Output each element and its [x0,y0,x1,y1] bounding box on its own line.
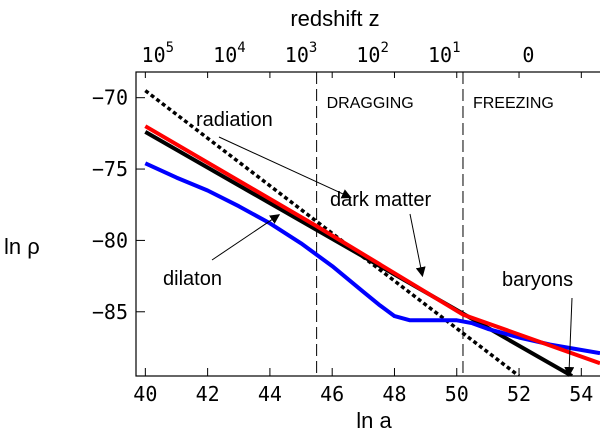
x-tick-label: 52 [507,382,531,406]
x-tick-label: 50 [445,382,469,406]
x-axis-title: ln a [356,408,392,433]
x-tick-label: 44 [258,382,282,406]
series-line-baryons [144,130,573,376]
annotation-arrow [564,297,575,377]
annotation-layer: radiation dark matter dilaton baryons [163,109,575,377]
plot-frame [135,71,600,377]
annotation-baryons: baryons [502,269,573,291]
plot-border [135,71,600,377]
y-axis-title: ln ρ [4,234,40,259]
top-tick-label: 102 [356,40,389,67]
series-line-dilaton [144,161,600,356]
annotation-radiation: radiation [196,109,273,131]
annotation-dilaton: dilaton [163,268,222,290]
y-tick-label: −70 [92,86,128,110]
x-tick-label: 48 [382,382,406,406]
top-tick-label: 103 [285,40,318,67]
annotation-arrow [211,214,281,261]
top-tick-label: 105 [142,40,175,67]
x-tick-label: 54 [569,382,593,406]
y-tick-label: −75 [92,157,128,181]
y-tick-label: −80 [92,228,128,252]
series-layer [144,89,600,376]
series-line-radiation [144,89,521,376]
top-tick-label: 104 [213,40,246,67]
top-tick-label: 101 [428,40,461,67]
annotation-arrow [409,213,426,278]
x-tick-label: 46 [320,382,344,406]
region-boundaries: DRAGGING FREEZING [316,72,554,376]
x-tick-label: 40 [133,382,157,406]
top-axis-title: redshift z [290,6,379,31]
x-tick-label: 42 [196,382,220,406]
top-tick-label: 0 [522,43,534,67]
annotation-arrow [218,136,352,199]
y-tick-label: −85 [92,300,128,324]
annotation-dark-matter: dark matter [330,189,431,211]
region-label: FREEZING [473,95,554,112]
axes-layer: 40 42 44 46 48 50 52 54 −70 −75 −80 −85 105 104 103 102… [92,40,593,406]
region-label: DRAGGING [327,95,414,112]
series-line-dark-matter [144,124,600,366]
